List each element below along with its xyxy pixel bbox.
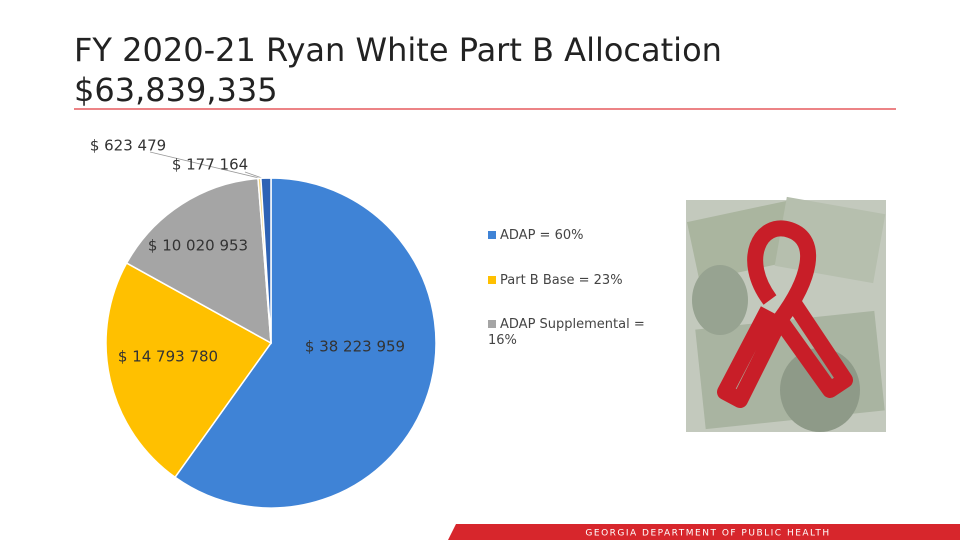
pie-slice [125, 177, 272, 345]
legend-marker [488, 276, 496, 284]
legend-marker [488, 231, 496, 239]
chart-title: FY 2020-21 Ryan White Part B Allocation [74, 31, 722, 69]
pie-slice [105, 262, 273, 479]
chart-subtitle: $63,839,335 [74, 71, 278, 109]
footer-text: GEORGIA DEPARTMENT OF PUBLIC HEALTH [585, 529, 830, 539]
data-label: $ 14 793 780 [118, 348, 218, 366]
footer-bar [448, 524, 960, 540]
leader-line [244, 171, 263, 179]
pie-slice [260, 177, 272, 344]
legend-label: ADAP = 60% [500, 228, 584, 243]
legend-item: ADAP = 60% [488, 228, 668, 244]
leader-line [149, 151, 260, 179]
legend-label: ADAP Supplemental = 16% [488, 317, 645, 348]
legend-item: Part B Base = 23% [488, 273, 668, 289]
photo [686, 196, 886, 432]
data-label: $ 38 223 959 [305, 338, 405, 356]
legend-label: Part B Base = 23% [500, 273, 623, 288]
data-label: $ 623 479 [90, 137, 166, 155]
data-label: $ 177 164 [172, 156, 248, 174]
legend-marker [488, 320, 496, 328]
pie-slice [174, 177, 437, 509]
legend-item: ADAP Supplemental = 16% [488, 317, 668, 349]
data-label: $ 10 020 953 [148, 237, 248, 255]
